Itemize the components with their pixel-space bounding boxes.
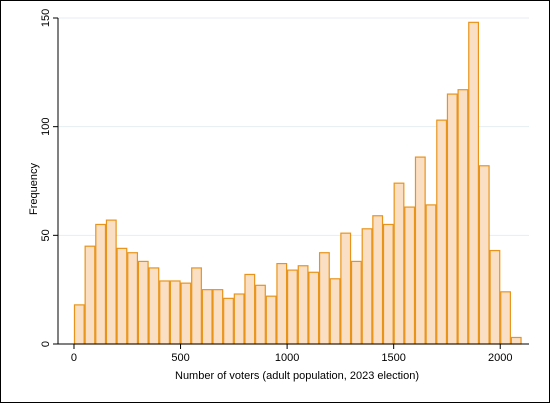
bar-bin-2000: [500, 291, 511, 345]
bar-bin-700: [223, 297, 234, 345]
bar-bin-2050: [510, 336, 522, 345]
bar-bin-1950: [489, 249, 501, 345]
bar-bin-1750: [446, 93, 458, 345]
bar-bin-850: [255, 284, 266, 345]
bar-bin-100: [95, 223, 107, 345]
bar-bin-750: [233, 293, 245, 345]
bar-bin-0: [73, 304, 85, 345]
bar-bin-1800: [457, 89, 469, 345]
bar-bin-1550: [404, 206, 416, 345]
bar-bin-650: [212, 289, 224, 345]
bar-bin-1700: [436, 119, 448, 345]
bar-bin-400: [159, 280, 170, 345]
bar-bin-1600: [414, 156, 426, 345]
bar-bin-1500: [393, 182, 405, 345]
y-axis-title: Frequency: [28, 163, 40, 215]
bar-bin-1450: [382, 223, 394, 345]
y-tick-label-50: 50: [40, 229, 52, 241]
axes-layer: [57, 18, 529, 345]
bar-bin-200: [116, 247, 128, 345]
bar-bin-900: [265, 295, 277, 345]
bar-bin-450: [169, 280, 181, 345]
bar-bin-550: [191, 267, 202, 345]
x-tick-label-0: 0: [71, 352, 77, 364]
bar-bin-1000: [287, 269, 298, 345]
bar-bin-1350: [361, 228, 373, 345]
bar-bin-1650: [425, 204, 437, 345]
bar-bin-1250: [340, 232, 352, 345]
bar-bin-300: [137, 260, 149, 345]
x-tick-label-500: 500: [171, 352, 189, 364]
bar-bin-150: [105, 219, 117, 345]
y-tick-label-150: 150: [40, 9, 52, 27]
bar-bin-1400: [372, 215, 384, 345]
bar-bin-500: [180, 282, 192, 345]
bar-bin-800: [244, 273, 256, 345]
bar-bin-350: [148, 267, 160, 345]
bar-bin-50: [84, 245, 96, 345]
x-tick-label-2000: 2000: [488, 352, 512, 364]
x-axis-title: Number of voters (adult population, 2023…: [175, 370, 419, 382]
bar-bin-1050: [297, 265, 309, 345]
y-tick-label-0: 0: [40, 341, 52, 347]
bar-bin-1200: [329, 278, 341, 345]
bar-bin-1100: [308, 271, 320, 345]
bar-bin-950: [276, 262, 288, 345]
bar-bin-1900: [478, 165, 490, 345]
bar-bin-1150: [318, 252, 330, 345]
bar-bin-250: [127, 252, 139, 345]
y-tick-label-100: 100: [40, 117, 52, 135]
bar-bin-600: [201, 289, 213, 345]
bar-bin-1850: [468, 21, 480, 345]
x-tick-label-1500: 1500: [381, 352, 405, 364]
bar-bin-1300: [350, 260, 362, 345]
x-tick-label-1000: 1000: [275, 352, 299, 364]
bars-layer: [73, 21, 522, 345]
